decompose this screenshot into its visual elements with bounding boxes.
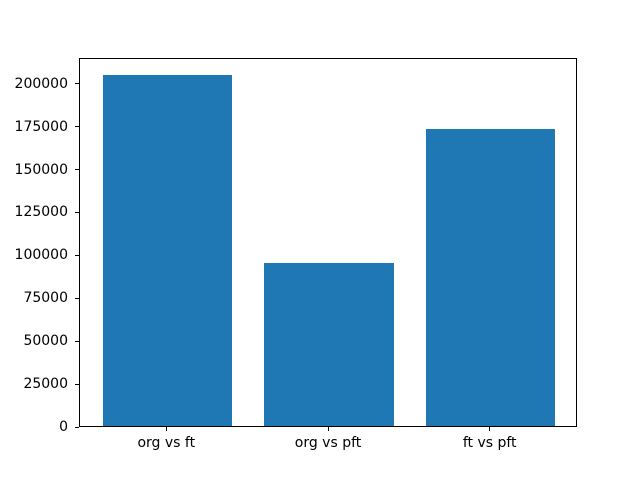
y-tick-mark (75, 340, 79, 342)
bar-ft-vs-pft (426, 129, 556, 426)
x-axis-tick-label: org vs pft (294, 435, 362, 451)
y-axis-tick-label: 50000 (23, 333, 68, 350)
y-tick-mark (75, 126, 79, 128)
bar-org-vs-ft (102, 74, 232, 426)
plot-area (79, 58, 577, 427)
y-tick-mark (75, 169, 79, 171)
x-tick-mark (489, 427, 491, 431)
y-axis-tick-label: 0 (59, 419, 68, 435)
y-tick-mark (75, 211, 79, 213)
x-tick-mark (327, 427, 329, 431)
y-axis-tick-label: 200000 (14, 75, 68, 92)
y-axis-tick-label: 175000 (14, 118, 68, 135)
y-tick-mark (75, 297, 79, 299)
y-tick-mark (75, 383, 79, 385)
x-tick-mark (165, 427, 167, 431)
y-tick-mark (75, 426, 79, 428)
y-tick-mark (75, 83, 79, 85)
y-axis-tick-label: 75000 (23, 290, 68, 307)
y-axis-tick-label: 25000 (23, 376, 68, 393)
y-tick-mark (75, 254, 79, 256)
bar-org-vs-pft (264, 262, 394, 426)
x-axis-tick-label: ft vs pft (462, 435, 517, 451)
x-axis-tick-label: org vs ft (137, 435, 196, 451)
y-axis-tick-label: 125000 (14, 204, 68, 221)
y-axis-tick-label: 100000 (14, 247, 68, 264)
y-axis-tick-label: 150000 (14, 161, 68, 178)
